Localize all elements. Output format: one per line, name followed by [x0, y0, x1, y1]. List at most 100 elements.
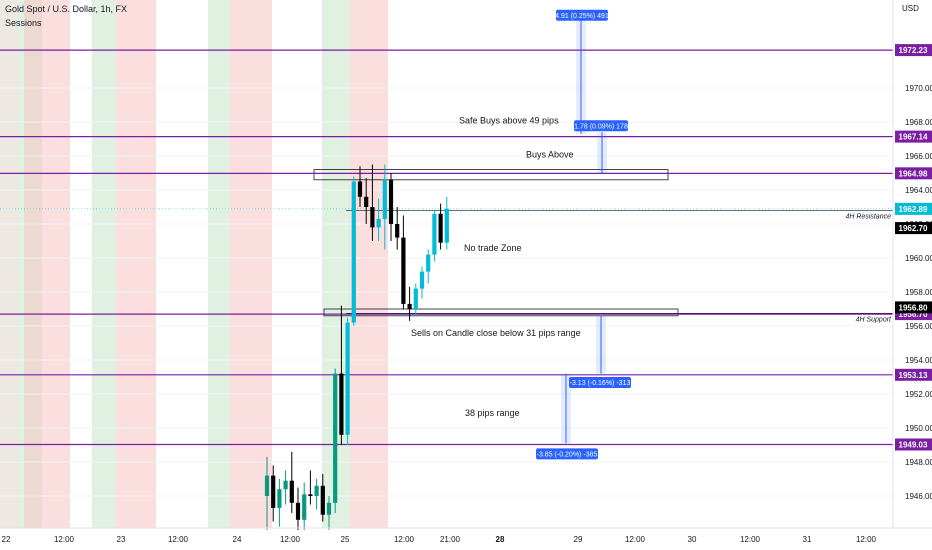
- candle-body[interactable]: [376, 218, 381, 228]
- price-tag[interactable]: [895, 301, 932, 314]
- measure-label-box[interactable]: [536, 448, 598, 460]
- y-tick-label: 1964.00: [905, 186, 932, 195]
- candle-body[interactable]: [302, 494, 307, 520]
- x-tick-label: 12:00: [394, 535, 415, 544]
- measure-label: 4.91 (0.25%) 491: [555, 13, 609, 20]
- session-band: [208, 0, 230, 528]
- candle-body[interactable]: [289, 480, 294, 503]
- candle-body[interactable]: [333, 373, 338, 503]
- currency-unit[interactable]: USD: [902, 4, 919, 13]
- candle-body[interactable]: [364, 196, 369, 207]
- chart-annotation[interactable]: Sells on Candle close below 31 pips rang…: [411, 328, 581, 338]
- x-tick-label: 22: [2, 535, 11, 544]
- measure-label: -3.13 (-0.16%) -313: [570, 380, 631, 387]
- measure-label-box[interactable]: [569, 377, 631, 388]
- x-tick-label: 29: [574, 535, 583, 544]
- x-tick-label: 12:00: [280, 535, 301, 544]
- candle-body[interactable]: [370, 207, 375, 228]
- chart-annotation[interactable]: Buys Above: [526, 150, 574, 160]
- candle-body[interactable]: [401, 237, 406, 304]
- x-tick-label: 30: [688, 535, 697, 544]
- chart-annotation[interactable]: 38 pips range: [465, 408, 520, 418]
- y-tick-label: 1970.00: [905, 84, 932, 93]
- session-band: [92, 0, 116, 528]
- candle-body[interactable]: [407, 303, 412, 309]
- measure-label-box[interactable]: [574, 120, 628, 132]
- y-tick-label: 1966.00: [905, 152, 932, 161]
- candle-body[interactable]: [438, 213, 443, 243]
- candle-body[interactable]: [283, 480, 288, 490]
- x-tick-label: 12:00: [856, 535, 877, 544]
- x-tick-label: 12:00: [168, 535, 189, 544]
- price-tag[interactable]: [895, 202, 932, 215]
- measure-label: 1.78 (0.09%) 178: [574, 123, 628, 130]
- candle-body[interactable]: [351, 181, 356, 323]
- candle-body[interactable]: [264, 475, 270, 496]
- measure-label-box[interactable]: [556, 9, 608, 21]
- session-band: [230, 0, 272, 528]
- x-tick-label: 31: [803, 535, 812, 544]
- candle-body[interactable]: [345, 322, 350, 435]
- level-price-text: 1967.14: [899, 133, 928, 142]
- candle-body[interactable]: [444, 208, 449, 243]
- candle-body[interactable]: [326, 502, 332, 515]
- y-tick-label: 1958.00: [905, 288, 932, 297]
- candle-body[interactable]: [426, 254, 431, 272]
- support-zone-box[interactable]: [323, 308, 679, 317]
- candle-body[interactable]: [388, 179, 394, 224]
- x-tick-label: 25: [341, 535, 350, 544]
- session-band: [116, 0, 156, 528]
- y-tick-label: 1946.00: [905, 492, 932, 501]
- level-price-text: 1956.70: [899, 310, 928, 319]
- price-tag-text: 1962.70: [899, 224, 928, 233]
- session-band: [24, 0, 70, 528]
- resistance-zone-box[interactable]: [313, 169, 669, 181]
- candle-body[interactable]: [271, 475, 276, 508]
- candle-body[interactable]: [308, 494, 313, 496]
- measure-tools: 4.91 (0.25%) 491 1.78 (0.09%) 178 -3.13 (-…: [536, 9, 631, 460]
- level-price-tag[interactable]: [895, 130, 932, 143]
- level-price-tag[interactable]: [895, 368, 932, 381]
- sessions-indicator-label[interactable]: Sessions: [5, 18, 42, 28]
- level-lines: [0, 49, 893, 446]
- time-axis[interactable]: 22 12:00 23 12:00 24 12:00 25 12:00 21:00 28 29 12:…: [2, 535, 877, 544]
- y-tick-label: 1960.00: [905, 254, 932, 263]
- candle-body[interactable]: [382, 179, 387, 219]
- candle-body[interactable]: [295, 502, 301, 520]
- level-price-tag[interactable]: [895, 438, 932, 451]
- y-tick-label: 1948.00: [905, 458, 932, 467]
- candle-body[interactable]: [413, 288, 418, 309]
- level-price-text: 1964.98: [899, 169, 928, 178]
- y-tick-label: 1950.00: [905, 424, 932, 433]
- y-tick-label: 1968.00: [905, 118, 932, 127]
- level-price-text: 1953.13: [899, 371, 928, 380]
- candle-body[interactable]: [314, 485, 319, 496]
- chart-annotation[interactable]: No trade Zone: [464, 243, 522, 253]
- candle-body[interactable]: [357, 181, 363, 197]
- x-tick-label: 23: [117, 535, 126, 544]
- candles: [264, 164, 449, 530]
- x-tick-label: 12:00: [625, 535, 646, 544]
- candle-body[interactable]: [320, 485, 325, 515]
- zone-label: 4H Support: [856, 316, 892, 323]
- candle-body[interactable]: [432, 213, 437, 255]
- session-band: [0, 0, 18, 528]
- chart-annotation[interactable]: Safe Buys above 49 pips: [459, 116, 559, 126]
- price-tag-text: 1962.89: [899, 205, 928, 214]
- x-tick-label: 12:00: [740, 535, 761, 544]
- level-price-tag[interactable]: [895, 167, 932, 180]
- candle-body[interactable]: [277, 489, 282, 508]
- annotations: Safe Buys above 49 pips Buys Above No trad…: [411, 116, 581, 418]
- candle-body[interactable]: [339, 373, 344, 435]
- candle-body[interactable]: [419, 271, 425, 289]
- y-tick-label: 1954.00: [905, 356, 932, 365]
- candle-body[interactable]: [395, 224, 400, 238]
- y-tick-label: 1956.00: [905, 322, 932, 331]
- zone-label: 4H Resistance: [845, 213, 891, 220]
- price-axis[interactable]: 1946.00 1948.00 1950.00 1952.00 1954.00 1956.…: [895, 44, 932, 501]
- level-price-tag[interactable]: [895, 44, 932, 57]
- x-tick-label: 24: [233, 535, 242, 544]
- price-tag[interactable]: [895, 222, 932, 235]
